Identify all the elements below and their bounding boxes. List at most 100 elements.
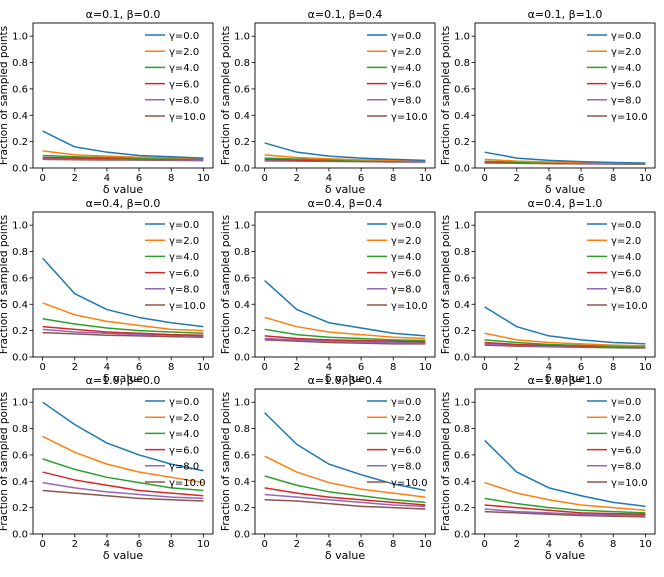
legend-label: γ=8.0: [169, 462, 199, 473]
y-tick-label: 0.0: [234, 353, 250, 364]
plot-frame: [474, 22, 656, 169]
series-line-γ=4.0: [484, 339, 646, 348]
y-tick-label: 0.6: [454, 84, 470, 95]
y-tick-label: 0.0: [12, 164, 28, 175]
subplot-2: α=0.1, β=0.4 0 2 4 6 8 10 0.0 0.2 0.4 0.6 0.8 1.0 δ v…: [220, 8, 436, 196]
series-line-γ=8.0: [484, 508, 646, 517]
legend-label: γ=0.0: [391, 397, 421, 408]
x-tick-label: 0: [39, 362, 45, 373]
y-tick-label: 0.6: [234, 273, 250, 284]
y-tick-label: 0.0: [454, 164, 470, 175]
y-tick-label: 0.8: [454, 247, 470, 258]
x-tick-label: 4: [104, 539, 110, 550]
x-tick-label: 8: [610, 173, 616, 184]
y-tick-label: 1.0: [234, 398, 250, 409]
y-tick-label: 0.0: [234, 164, 250, 175]
legend-label: γ=6.0: [391, 79, 421, 90]
y-tick-label: 0.0: [234, 530, 250, 541]
y-tick-label: 1.0: [454, 221, 470, 232]
legend-label: γ=6.0: [611, 79, 641, 90]
series-line-γ=2.0: [484, 481, 646, 512]
series-line-γ=8.0: [264, 493, 426, 508]
y-tick-label: 0.2: [234, 137, 250, 148]
legend-label: γ=4.0: [169, 63, 199, 74]
legend-label: γ=8.0: [391, 96, 421, 107]
x-tick-label: 0: [261, 362, 267, 373]
subplot-title: α=1.0, β=1.0: [528, 374, 603, 387]
legend-label: γ=4.0: [391, 429, 421, 440]
x-tick-label: 2: [72, 539, 78, 550]
x-tick-label: 6: [578, 362, 584, 373]
legend-label: γ=8.0: [611, 462, 641, 473]
x-tick-label: 10: [419, 539, 432, 550]
subplot-5: α=0.4, β=0.4 0 2 4 6 8 10 0.0 0.2 0.4 0.6 0.8 1.0 δ v…: [220, 197, 436, 385]
legend-label: γ=2.0: [169, 413, 199, 424]
legend-label: γ=8.0: [391, 285, 421, 296]
y-axis-label: Fraction of sampled points: [440, 26, 452, 165]
y-tick-label: 1.0: [12, 221, 28, 232]
legend-label: γ=0.0: [391, 31, 421, 42]
x-tick-label: 8: [390, 362, 396, 373]
legend: γ=0.0 γ=2.0 γ=4.0 γ=6.0 γ=8.0 γ=10.0: [587, 397, 648, 489]
x-tick-label: 6: [578, 539, 584, 550]
series-line-γ=6.0: [42, 471, 204, 497]
series-line-γ=0.0: [42, 130, 204, 159]
y-tick-label: 0.8: [234, 424, 250, 435]
subplot-title: α=0.4, β=0.0: [86, 197, 161, 210]
series-line-γ=4.0: [42, 318, 204, 335]
series-line-γ=0.0: [484, 151, 646, 164]
series-line-γ=8.0: [42, 481, 204, 500]
x-tick-label: 0: [481, 173, 487, 184]
legend-label: γ=2.0: [611, 47, 641, 58]
plot-frame: [32, 388, 214, 535]
y-tick-label: 0.2: [12, 503, 28, 514]
y-tick-label: 0.6: [234, 450, 250, 461]
subplot-3: α=0.1, β=1.0 0 2 4 6 8 10 0.0 0.2 0.4 0.6 0.8 1.0 δ v…: [440, 8, 656, 196]
legend-label: γ=4.0: [611, 252, 641, 263]
x-tick-label: 8: [610, 539, 616, 550]
x-tick-label: 6: [136, 362, 142, 373]
legend: γ=0.0 γ=2.0 γ=4.0 γ=6.0 γ=8.0 γ=10.0: [145, 220, 206, 312]
x-tick-label: 4: [546, 173, 552, 184]
x-tick-label: 2: [72, 362, 78, 373]
y-tick-label: 0.8: [454, 58, 470, 69]
legend-label: γ=6.0: [169, 445, 199, 456]
x-tick-label: 8: [610, 362, 616, 373]
subplot-title: α=0.4, β=0.4: [308, 197, 383, 210]
legend-label: γ=8.0: [169, 96, 199, 107]
subplot-6: α=0.4, β=1.0 0 2 4 6 8 10 0.0 0.2 0.4 0.6 0.8 1.0 δ v…: [440, 197, 656, 385]
legend-label: γ=2.0: [169, 236, 199, 247]
x-tick-label: 10: [639, 173, 652, 184]
series-line-γ=0.0: [484, 306, 646, 345]
legend-label: γ=2.0: [391, 47, 421, 58]
y-tick-label: 0.8: [454, 424, 470, 435]
series-line-γ=0.0: [264, 279, 426, 337]
series-line-γ=10.0: [264, 339, 426, 345]
y-tick-label: 1.0: [454, 398, 470, 409]
series-line-γ=0.0: [42, 401, 204, 472]
y-tick-label: 0.6: [234, 84, 250, 95]
legend-label: γ=4.0: [611, 63, 641, 74]
y-tick-label: 0.4: [12, 477, 28, 488]
series-line-γ=2.0: [264, 316, 426, 340]
subplot-title: α=0.1, β=1.0: [528, 8, 603, 21]
legend-label: γ=4.0: [169, 252, 199, 263]
series-line-γ=0.0: [42, 257, 204, 328]
x-tick-label: 6: [136, 173, 142, 184]
y-axis-label: Fraction of sampled points: [220, 215, 232, 354]
x-tick-label: 2: [514, 539, 520, 550]
x-tick-label: 10: [197, 539, 210, 550]
legend-label: γ=10.0: [611, 112, 648, 123]
legend-label: γ=4.0: [169, 429, 199, 440]
x-axis-label: δ value: [103, 549, 144, 562]
x-tick-label: 6: [358, 362, 364, 373]
plot-frame: [254, 211, 436, 358]
series-line-γ=10.0: [42, 489, 204, 502]
x-tick-label: 10: [419, 362, 432, 373]
y-tick-label: 0.2: [454, 503, 470, 514]
x-tick-label: 0: [481, 362, 487, 373]
subplot-7: α=1.0, β=0.0 0 2 4 6 8 10 0.0 0.2 0.4 0.6 0.8 1.0 δ v…: [0, 374, 214, 562]
series-line-γ=10.0: [264, 498, 426, 510]
series-line-γ=2.0: [484, 332, 646, 347]
